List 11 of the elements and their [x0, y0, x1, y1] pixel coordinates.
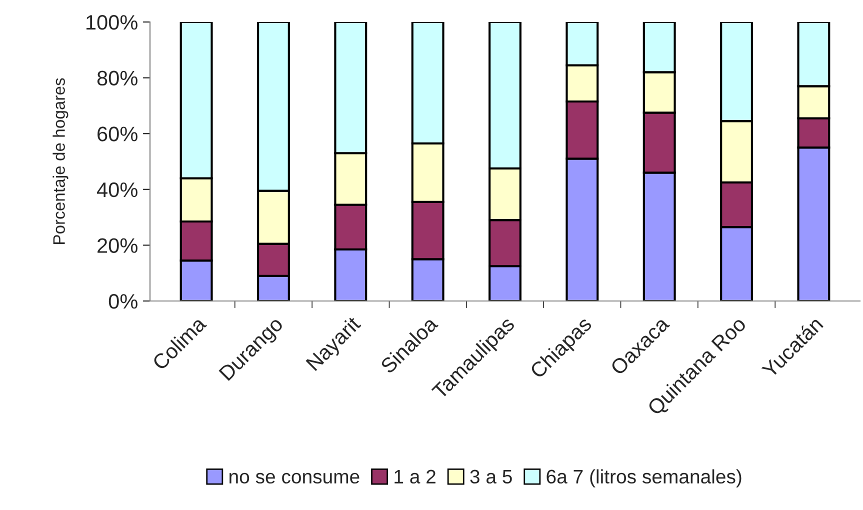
y-tick-label: 100%: [86, 15, 138, 30]
y-tick-label: 20%: [98, 238, 138, 253]
legend-label: 1 a 2: [394, 470, 436, 484]
y-tick-label: 40%: [96, 182, 138, 198]
legend-label: 3 a 5: [470, 470, 512, 484]
y-tick-label: 0%: [108, 294, 138, 309]
y-tick-label: 80%: [97, 70, 138, 86]
legend-label: 6a 7 (litros semanales): [546, 469, 742, 488]
y-axis-title: Porcentaje de hogares: [52, 78, 68, 244]
y-tick-label: 60%: [98, 126, 138, 142]
legend-label: no se consume: [230, 472, 360, 484]
